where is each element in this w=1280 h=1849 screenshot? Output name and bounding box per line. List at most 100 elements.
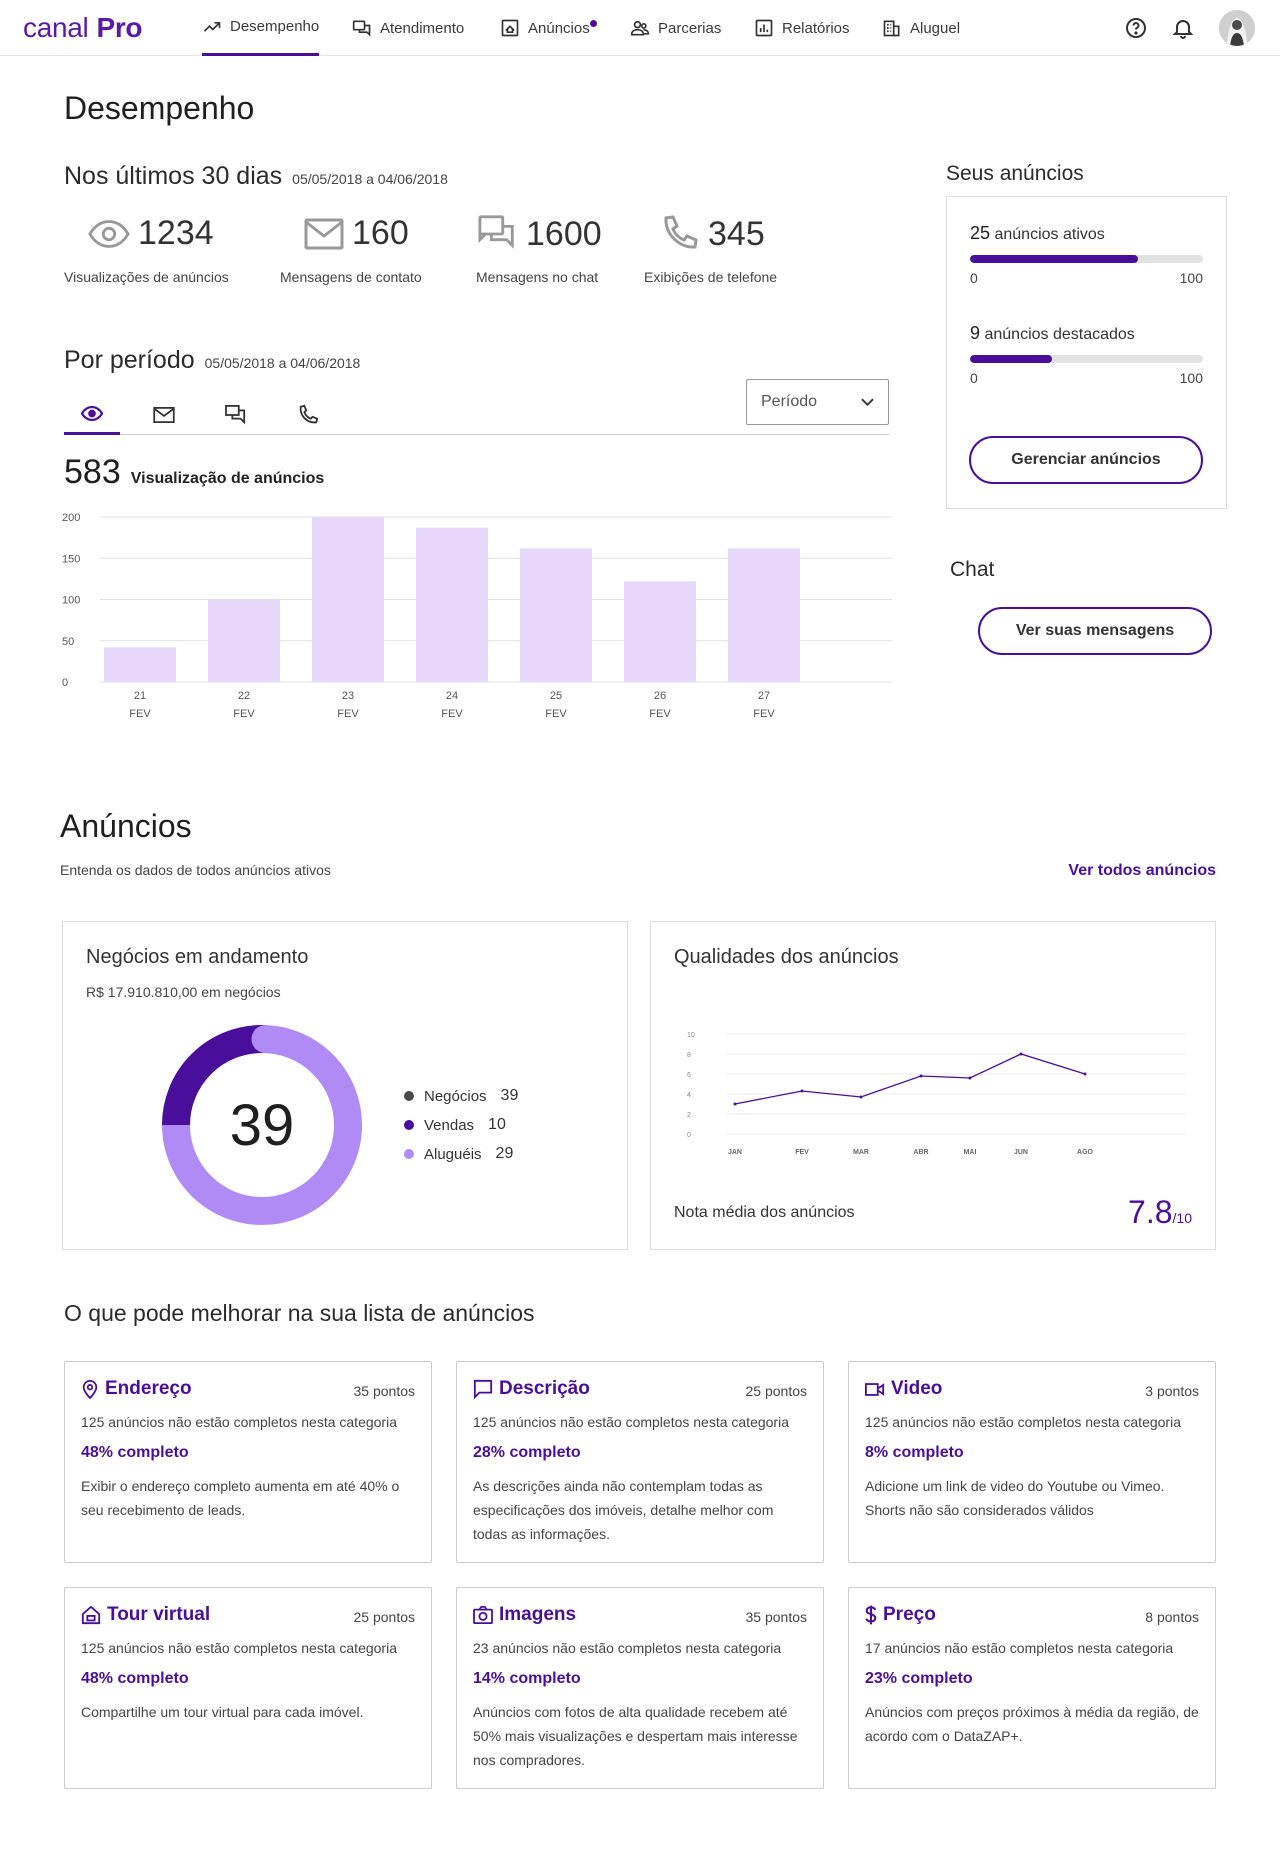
nav-anuncios[interactable]: Anúncios: [500, 0, 590, 56]
donut-center-value: 39: [229, 1092, 295, 1158]
quality-series-line[interactable]: [734, 1053, 1086, 1105]
card-tip: Anúncios com fotos de alta qualidade rec…: [473, 1704, 798, 1768]
mail-icon: [304, 218, 344, 249]
card-percent: 48% completo: [81, 1670, 189, 1687]
quality-point[interactable]: [859, 1095, 863, 1099]
chat-icon: [352, 20, 371, 37]
legend-negocios: Negócios 39: [404, 1087, 518, 1105]
quality-point[interactable]: [968, 1076, 972, 1080]
notifications-button[interactable]: [1171, 16, 1195, 40]
ver-todos-anuncios-link[interactable]: Ver todos anúncios: [1068, 862, 1216, 879]
bar[interactable]: [416, 527, 488, 682]
x-tick-month: FEV: [337, 708, 359, 720]
x-tick-label: JUN: [1014, 1149, 1028, 1156]
metric-views: 1234: [88, 214, 214, 253]
melhorar-card-descricao[interactable]: Descrição 25 pontos 125 anúncios não est…: [456, 1361, 824, 1563]
card-desc: 17 anúncios não estão completos nesta ca…: [865, 1640, 1174, 1656]
tab-chat-messages[interactable]: [208, 395, 264, 435]
nav-relatorios[interactable]: Relatórios: [754, 0, 850, 56]
legend-dot: [404, 1120, 414, 1130]
help-button[interactable]: [1124, 16, 1148, 40]
bar[interactable]: [208, 599, 280, 683]
card-points: 3 pontos: [1145, 1383, 1199, 1399]
nav-label: Relatórios: [782, 19, 850, 37]
legend-value: 39: [500, 1087, 519, 1104]
quality-point[interactable]: [800, 1089, 804, 1093]
card-title: Descrição: [499, 1378, 590, 1399]
melhorar-card-endereco[interactable]: Endereço 35 pontos 125 anúncios não estã…: [64, 1361, 432, 1563]
legend-vendas: Vendas 10: [404, 1116, 506, 1134]
eye-icon: [81, 406, 103, 421]
quality-point[interactable]: [1019, 1052, 1023, 1056]
camera-icon: [473, 1606, 493, 1624]
brand-suffix: Pro: [96, 12, 143, 43]
bar[interactable]: [624, 581, 696, 682]
period-total: 583 Visualização de anúncios: [64, 453, 324, 492]
melhorar-card-imagens[interactable]: Imagens 35 pontos 23 anúncios não estão …: [456, 1587, 824, 1789]
y-tick-label: 0: [687, 1132, 691, 1139]
card-points: 25 pontos: [353, 1609, 416, 1625]
x-tick-day: 25: [550, 690, 562, 702]
last30-range: 05/05/2018 a 04/06/2018: [292, 171, 448, 187]
video-icon: [865, 1382, 885, 1396]
card-heading: Imagens: [473, 1604, 576, 1626]
y-tick-label: 100: [62, 595, 80, 607]
y-tick-label: 150: [62, 553, 80, 565]
quality-point[interactable]: [1083, 1072, 1087, 1076]
period-select[interactable]: Período: [746, 379, 889, 425]
melhorar-card-video[interactable]: Video 3 pontos 125 anúncios não estão co…: [848, 1361, 1216, 1563]
tab-phone-views[interactable]: [280, 395, 336, 435]
y-tick-label: 50: [62, 636, 74, 648]
nav-parcerias[interactable]: Parcerias: [630, 0, 721, 56]
card-tip: Compartilhe um tour virtual para cada im…: [81, 1704, 364, 1720]
bar[interactable]: [104, 647, 176, 682]
tab-contact-messages[interactable]: [136, 395, 192, 435]
nav-aluguel[interactable]: Aluguel: [882, 0, 960, 56]
quality-point[interactable]: [733, 1102, 737, 1106]
metric-value: 1600: [526, 214, 602, 253]
x-tick-day: 21: [134, 690, 146, 702]
melhorar-card-preco[interactable]: Preço 8 pontos 17 anúncios não estão com…: [848, 1587, 1216, 1789]
card-tip: Adicione um link de video do Youtube ou …: [865, 1478, 1165, 1518]
top-navigation: canal Pro Desempenho Atendimento Anúncios…: [0, 0, 1280, 56]
gerenciar-anuncios-button[interactable]: Gerenciar anúncios: [969, 436, 1203, 484]
legend-value: 10: [488, 1116, 506, 1133]
brand-logo[interactable]: canal Pro: [23, 12, 143, 44]
bar[interactable]: [728, 548, 800, 682]
ver-mensagens-button[interactable]: Ver suas mensagens: [978, 607, 1212, 655]
report-icon: [755, 19, 773, 37]
card-percent: 14% completo: [473, 1670, 581, 1687]
user-avatar[interactable]: [1219, 10, 1255, 46]
bar[interactable]: [312, 517, 384, 682]
nav-label: Desempenho: [230, 18, 320, 35]
nav-desempenho[interactable]: Desempenho: [202, 0, 320, 56]
ativos-heading: 25 anúncios ativos: [970, 223, 1105, 244]
y-tick-label: 8: [687, 1052, 691, 1059]
ativos-progress-fill: [970, 255, 1138, 263]
metric-value: 160: [352, 214, 409, 252]
metric-contact-messages: 160: [304, 214, 409, 253]
nav-atendimento[interactable]: Atendimento: [352, 0, 464, 56]
tabs-divider: [64, 434, 889, 435]
bar[interactable]: [520, 548, 592, 682]
page-title: Desempenho: [64, 90, 255, 126]
chevron-down-icon: [861, 398, 874, 406]
x-tick-label: ABR: [913, 1149, 928, 1156]
quality-point[interactable]: [919, 1074, 923, 1078]
melhorar-card-tour-virtual[interactable]: Tour virtual 25 pontos 125 anúncios não …: [64, 1587, 432, 1789]
legend-dot: [404, 1091, 414, 1101]
card-tip: Anúncios com preços próximos à média da …: [865, 1704, 1199, 1744]
metric-label: Mensagens de contato: [280, 269, 422, 285]
melhorar-title: O que pode melhorar na sua lista de anún…: [64, 1300, 535, 1326]
destacados-progress: [970, 355, 1203, 363]
card-points: 35 pontos: [353, 1383, 416, 1399]
card-percent: 23% completo: [865, 1670, 973, 1687]
tab-views[interactable]: [64, 395, 120, 435]
ativos-label: anúncios ativos: [994, 226, 1105, 243]
metric-chat-messages: 1600: [478, 214, 602, 254]
x-tick-month: FEV: [545, 708, 567, 720]
eye-icon: [88, 219, 130, 248]
card-desc: 23 anúncios não estão completos nesta ca…: [473, 1640, 782, 1656]
x-tick-label: FEV: [795, 1149, 809, 1156]
destacados-label: anúncios destacados: [984, 326, 1135, 343]
